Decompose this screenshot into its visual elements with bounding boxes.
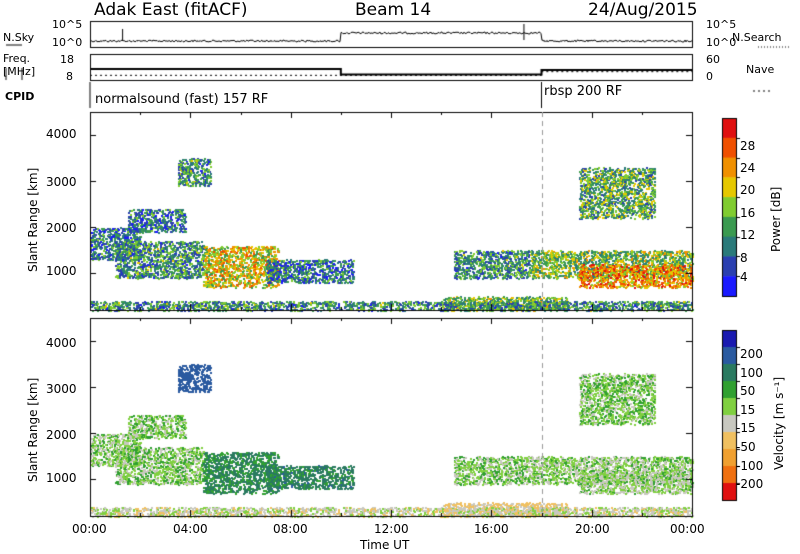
xtick-2400: 00:00 xyxy=(670,522,705,536)
vel-cbar-neg15: -15 xyxy=(736,421,756,435)
freq-tick-bottom: 8 xyxy=(66,70,73,83)
power-cbar-16: 16 xyxy=(740,206,756,220)
date-title: 24/Aug/2015 xyxy=(588,0,698,20)
vel-cbar-label: Velocity [m s⁻¹] xyxy=(772,376,786,470)
xaxis-label: Time UT xyxy=(360,538,410,552)
power-ytick-3000: 3000 xyxy=(46,175,77,189)
vel-cbar-neg50: -50 xyxy=(736,440,756,454)
xtick-0000: 00:00 xyxy=(72,522,107,536)
sky-right-tick-top: 10^5 xyxy=(706,18,737,31)
freq-label: Freq. xyxy=(3,52,31,65)
power-cbar-20: 20 xyxy=(740,183,756,197)
power-ylabel: Slant Range [km] xyxy=(26,167,40,272)
power-ytick-1000: 1000 xyxy=(46,264,77,278)
xtick-1600: 16:00 xyxy=(474,522,509,536)
velocity-ylabel: Slant Range [km] xyxy=(26,377,40,482)
vel-cbar-50: 50 xyxy=(740,384,756,398)
nave-tick-bottom: 0 xyxy=(706,70,713,83)
freq-tick-top: 18 xyxy=(60,53,74,66)
vel-ytick-1000: 1000 xyxy=(46,471,77,485)
nave-tick-top: 60 xyxy=(706,53,720,66)
vel-ytick-2000: 2000 xyxy=(46,428,77,442)
nsky-label: N.Sky xyxy=(3,31,35,44)
xtick-0800: 08:00 xyxy=(273,522,308,536)
xtick-1200: 12:00 xyxy=(374,522,409,536)
station-title: Adak East (fitACF) xyxy=(94,0,248,20)
power-ytick-2000: 2000 xyxy=(46,221,77,235)
vel-cbar-15: 15 xyxy=(740,403,756,417)
vel-cbar-100: 100 xyxy=(740,366,763,380)
xtick-2000: 20:00 xyxy=(575,522,610,536)
nave-label: Nave xyxy=(746,63,775,76)
power-cbar-24: 24 xyxy=(740,161,756,175)
vel-cbar-neg200: -200 xyxy=(736,477,764,491)
power-cbar-28: 28 xyxy=(740,139,756,153)
power-cbar-4: 4 xyxy=(740,270,748,284)
nsearch-label: N.Search xyxy=(732,31,782,44)
vel-ytick-4000: 4000 xyxy=(46,336,77,350)
freq-unit-label: [MHz] xyxy=(3,65,36,78)
cpid-program-1: normalsound (fast) 157 RF xyxy=(95,92,269,107)
xtick-0400: 04:00 xyxy=(173,522,208,536)
cpid-program-2: rbsp 200 RF xyxy=(544,84,623,99)
vel-cbar-neg100: -100 xyxy=(736,459,764,473)
power-cbar-label: Power [dB] xyxy=(769,186,783,252)
beam-title: Beam 14 xyxy=(355,0,432,20)
power-ytick-4000: 4000 xyxy=(46,127,77,141)
power-cbar-8: 8 xyxy=(740,251,748,265)
sky-right-tick-bottom: 10^0 xyxy=(706,36,737,49)
vel-cbar-200: 200 xyxy=(740,347,763,361)
sky-left-tick-bottom: 10^0 xyxy=(52,36,83,49)
cpid-label: CPID xyxy=(5,90,35,103)
vel-ytick-3000: 3000 xyxy=(46,382,77,396)
power-cbar-12: 12 xyxy=(740,228,756,242)
sky-left-tick-top: 10^5 xyxy=(52,18,83,31)
